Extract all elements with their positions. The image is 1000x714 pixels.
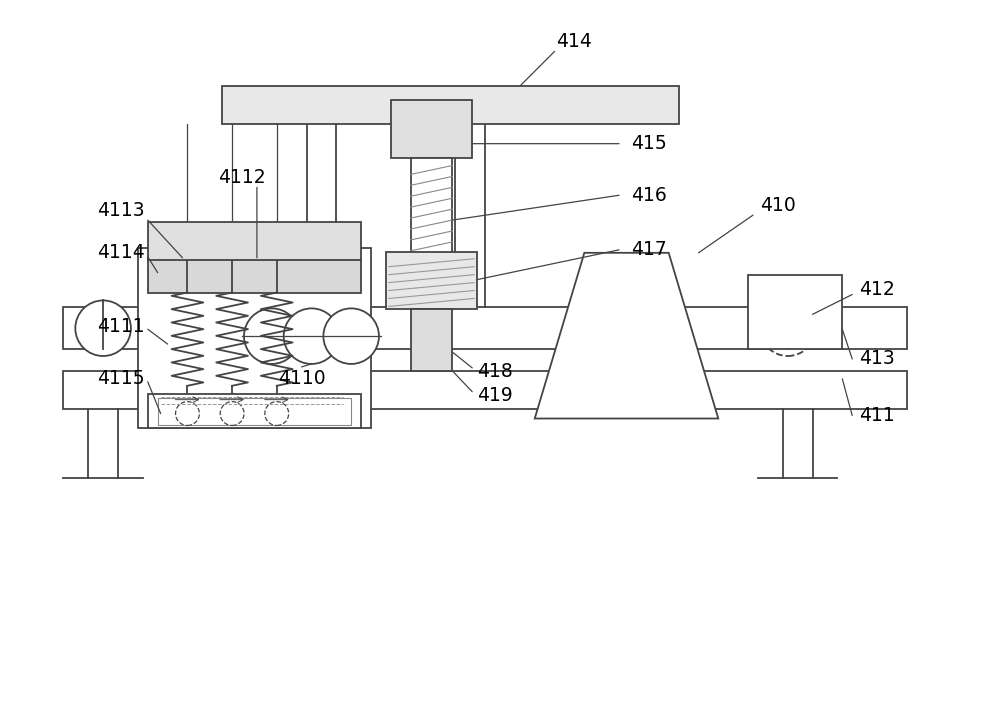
- Bar: [138, 248, 371, 428]
- Text: 412: 412: [859, 280, 895, 299]
- Text: 416: 416: [631, 186, 667, 205]
- Bar: [158, 398, 351, 426]
- Text: 415: 415: [631, 134, 667, 154]
- Bar: [148, 222, 361, 260]
- Bar: [748, 275, 842, 349]
- Bar: [411, 158, 452, 276]
- Bar: [411, 309, 452, 371]
- Circle shape: [265, 402, 289, 426]
- Text: 411: 411: [859, 406, 895, 425]
- Bar: [63, 371, 907, 408]
- Circle shape: [75, 301, 131, 356]
- Bar: [148, 258, 361, 293]
- Text: 417: 417: [631, 241, 667, 259]
- Text: 4112: 4112: [218, 168, 266, 187]
- Text: 419: 419: [477, 386, 513, 406]
- Text: 4114: 4114: [97, 243, 145, 262]
- Text: 4115: 4115: [97, 369, 145, 388]
- Circle shape: [176, 402, 199, 426]
- Text: 4110: 4110: [278, 369, 325, 388]
- Text: 418: 418: [477, 363, 513, 381]
- Text: 4111: 4111: [97, 317, 145, 336]
- Polygon shape: [535, 253, 718, 418]
- Circle shape: [323, 308, 379, 364]
- Bar: [386, 252, 477, 309]
- Circle shape: [760, 301, 816, 356]
- Text: 413: 413: [859, 349, 895, 368]
- Circle shape: [220, 402, 244, 426]
- Circle shape: [244, 308, 300, 364]
- Text: 410: 410: [760, 196, 796, 215]
- Bar: [222, 86, 679, 124]
- Bar: [63, 308, 907, 349]
- Text: 4113: 4113: [97, 201, 145, 220]
- Bar: [148, 393, 361, 428]
- Circle shape: [284, 308, 339, 364]
- Text: 414: 414: [556, 32, 592, 51]
- Bar: [391, 100, 472, 158]
